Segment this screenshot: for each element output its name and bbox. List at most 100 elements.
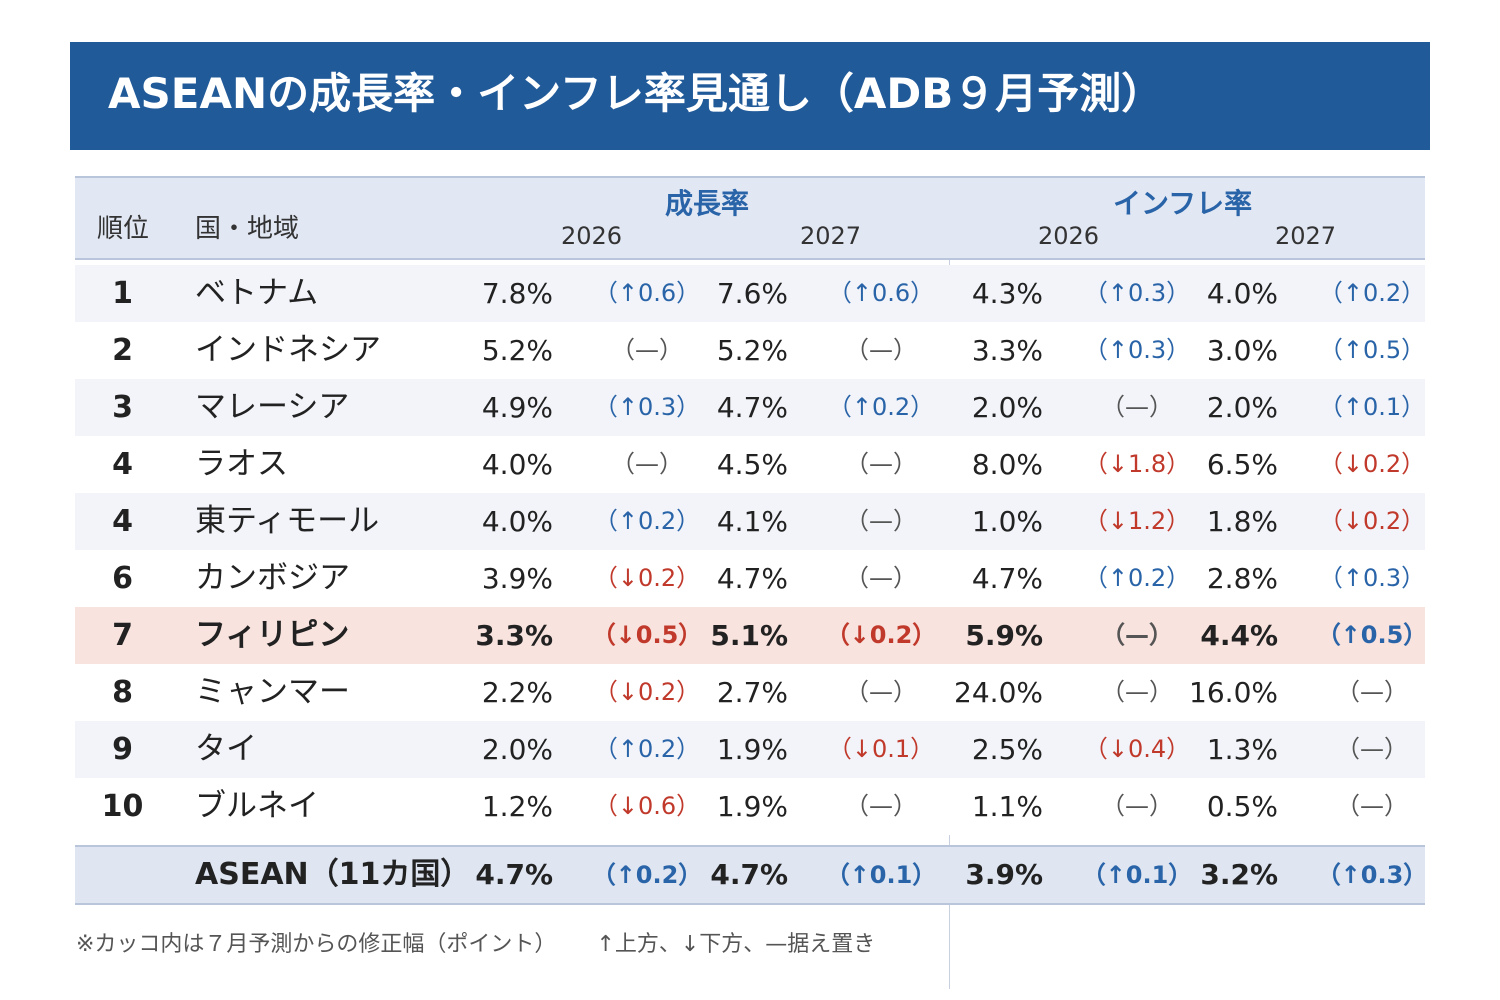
total-growth-2027: 4.7% (710, 858, 788, 891)
table-row: 1 ベトナム 7.8% （↑0.6） 7.6% （↑0.6） 4.3% （↑0.3） 4.0% （… (75, 265, 1425, 322)
row-growth-2026-delta: （—） (611, 336, 683, 364)
row-inflation-2027-delta: （↑0.1） (1318, 393, 1426, 421)
row-growth-2027: 5.1% (710, 619, 788, 652)
row-inflation-2027: 2.8% (1206, 562, 1278, 595)
header-year-growth-2027: 2027 (800, 222, 862, 250)
header-year-growth-2026: 2026 (561, 222, 623, 250)
header-year-inflation-2026: 2026 (1038, 222, 1100, 250)
table-header: 順位 国・地域 成長率 インフレ率 2026 2027 2026 2027 (75, 176, 1425, 260)
row-inflation-2027-delta: （↑0.3） (1318, 564, 1426, 592)
row-rank: 8 (112, 675, 133, 710)
row-inflation-2026: 8.0% (971, 448, 1043, 481)
row-inflation-2027-delta: （↓0.2） (1318, 507, 1426, 535)
row-growth-2026-delta: （↑0.6） (593, 279, 701, 307)
table-row: 8 ミャンマー 2.2% （↓0.2） 2.7% （—） 24.0% （—） 16.0% （—） (75, 664, 1425, 721)
footnote-text: ※カッコ内は７月予測からの修正幅（ポイント） (76, 932, 557, 957)
row-inflation-2027-delta: （↑0.5） (1318, 336, 1426, 364)
total-inflation-2027-delta: （↑0.3） (1316, 861, 1428, 889)
row-inflation-2026-delta: （—） (1101, 621, 1173, 649)
footnote-legend: ↑上方、↓下方、—据え置き (596, 932, 876, 957)
row-inflation-2026-delta: （↑0.3） (1083, 336, 1191, 364)
row-inflation-2027-delta: （—） (1336, 792, 1408, 820)
row-inflation-2027-delta: （↑0.5） (1316, 621, 1428, 649)
row-inflation-2027-delta: （↓0.2） (1318, 450, 1426, 478)
row-growth-2027: 1.9% (716, 790, 788, 823)
row-growth-2027: 4.7% (716, 562, 788, 595)
row-inflation-2026-delta: （↓0.4） (1083, 735, 1191, 763)
row-country: インドネシア (195, 332, 381, 368)
total-row: ASEAN（11カ国） 4.7% （↑0.2） 4.7% （↑0.1） 3.9%… (75, 845, 1427, 905)
row-growth-2026: 4.9% (481, 391, 553, 424)
row-inflation-2026: 2.5% (971, 733, 1043, 766)
row-inflation-2026: 4.7% (971, 562, 1043, 595)
total-inflation-2027: 3.2% (1200, 858, 1278, 891)
row-inflation-2026: 4.3% (971, 277, 1043, 310)
row-rank: 10 (101, 789, 144, 824)
row-inflation-2027-delta: （—） (1336, 678, 1408, 706)
row-rank: 2 (112, 333, 133, 368)
title-bar: ASEANの成長率・インフレ率見通し（ADB９月予測） (70, 42, 1430, 150)
row-growth-2026-delta: （↑0.2） (593, 735, 701, 763)
row-inflation-2026-delta: （↑0.2） (1083, 564, 1191, 592)
row-growth-2026: 2.0% (481, 733, 553, 766)
total-inflation-2026: 3.9% (965, 858, 1043, 891)
table-row: 3 マレーシア 4.9% （↑0.3） 4.7% （↑0.2） 2.0% （—） 2.0% （↑0… (75, 379, 1425, 436)
row-inflation-2026: 5.9% (965, 619, 1043, 652)
row-inflation-2026: 2.0% (971, 391, 1043, 424)
row-inflation-2027: 16.0% (1189, 676, 1278, 709)
row-inflation-2026-delta: （—） (1101, 678, 1173, 706)
row-growth-2027-delta: （↓0.1） (827, 735, 935, 763)
total-growth-2027-delta: （↑0.1） (825, 861, 937, 889)
page-title: ASEANの成長率・インフレ率見通し（ADB９月予測） (108, 69, 1164, 118)
row-growth-2026: 5.2% (481, 334, 553, 367)
row-growth-2026-delta: （—） (611, 450, 683, 478)
header-country: 国・地域 (195, 214, 300, 244)
row-country: ラオス (195, 446, 288, 482)
row-rank: 3 (112, 390, 133, 425)
row-inflation-2026: 3.3% (971, 334, 1043, 367)
row-inflation-2027: 1.8% (1206, 505, 1278, 538)
row-inflation-2026-delta: （—） (1101, 393, 1173, 421)
row-growth-2026: 3.3% (475, 619, 553, 652)
row-country: ベトナム (195, 275, 319, 311)
row-growth-2026: 4.0% (481, 505, 553, 538)
table-row: 10 ブルネイ 1.2% （↓0.6） 1.9% （—） 1.1% （—） 0.5% （—） (75, 778, 1425, 835)
row-growth-2027: 4.7% (716, 391, 788, 424)
row-rank: 9 (112, 732, 133, 767)
row-growth-2026: 4.0% (481, 448, 553, 481)
row-growth-2027-delta: （—） (845, 450, 917, 478)
row-growth-2027: 2.7% (716, 676, 788, 709)
footnote: ※カッコ内は７月予測からの修正幅（ポイント） ↑上方、↓下方、—据え置き (76, 926, 875, 958)
row-rank: 4 (112, 504, 133, 539)
row-growth-2026-delta: （↓0.2） (593, 564, 701, 592)
row-rank: 7 (112, 618, 133, 653)
table-row: 6 カンボジア 3.9% （↓0.2） 4.7% （—） 4.7% （↑0.2） 2.8% （↑0… (75, 550, 1425, 607)
total-growth-2026: 4.7% (475, 858, 553, 891)
row-growth-2026: 1.2% (481, 790, 553, 823)
row-inflation-2026-delta: （↓1.8） (1083, 450, 1191, 478)
table-row: 9 タイ 2.0% （↑0.2） 1.9% （↓0.1） 2.5% （↓0.4） 1.3% （—） (75, 721, 1425, 778)
total-country: ASEAN（11カ国） (195, 857, 471, 892)
row-growth-2026-delta: （↑0.3） (593, 393, 701, 421)
table-row: 4 ラオス 4.0% （—） 4.5% （—） 8.0% （↓1.8） 6.5% （↓0.2） (75, 436, 1425, 493)
row-country: カンボジア (195, 560, 350, 596)
row-growth-2027-delta: （—） (845, 678, 917, 706)
row-inflation-2027-delta: （↑0.2） (1318, 279, 1426, 307)
row-growth-2026-delta: （↑0.2） (593, 507, 701, 535)
row-country: マレーシア (195, 389, 350, 425)
row-growth-2027: 1.9% (716, 733, 788, 766)
table-row: 2 インドネシア 5.2% （—） 5.2% （—） 3.3% （↑0.3） 3.0% （↑0.5… (75, 322, 1425, 379)
header-inflation-group: インフレ率 (1113, 187, 1253, 220)
row-growth-2027-delta: （↑0.6） (827, 279, 935, 307)
header-year-inflation-2027: 2027 (1275, 222, 1337, 250)
row-growth-2027: 4.1% (716, 505, 788, 538)
row-inflation-2026-delta: （↑0.3） (1083, 279, 1191, 307)
row-growth-2026-delta: （↓0.2） (593, 678, 701, 706)
row-inflation-2026: 1.0% (971, 505, 1043, 538)
header-growth-group: 成長率 (665, 187, 750, 220)
row-growth-2027: 5.2% (716, 334, 788, 367)
table-row: 7 フィリピン 3.3% （↓0.5） 5.1% （↓0.2） 5.9% （—） 4.4% （↑0… (75, 607, 1427, 664)
row-inflation-2026-delta: （↓1.2） (1083, 507, 1191, 535)
table-body: 1 ベトナム 7.8% （↑0.6） 7.6% （↑0.6） 4.3% （↑0.3） 4.0% （… (75, 260, 1427, 989)
forecast-table: 順位 国・地域 成長率 インフレ率 2026 2027 2026 2027 1 ベ… (75, 176, 1427, 989)
